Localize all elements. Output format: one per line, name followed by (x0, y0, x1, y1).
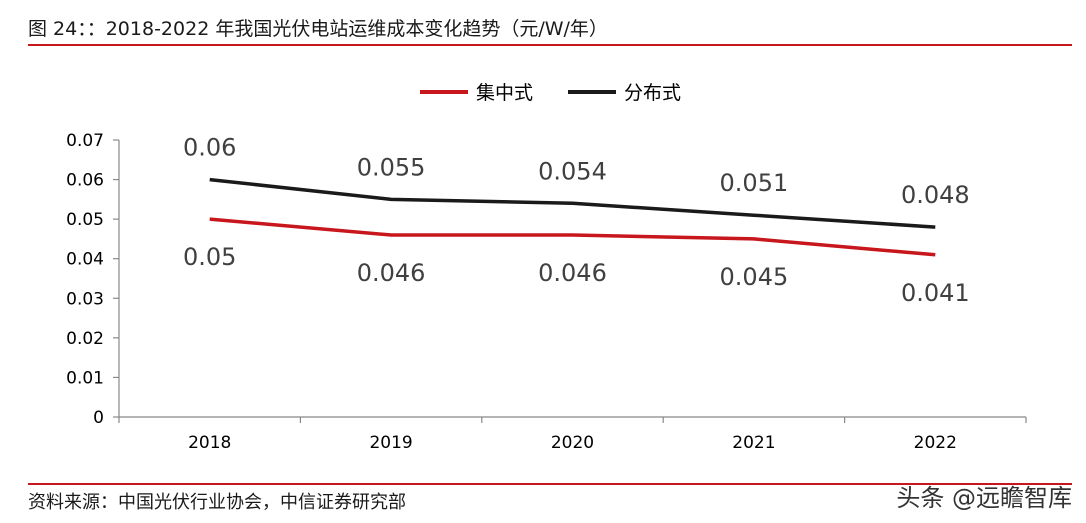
y-tick-label: 0.04 (66, 250, 104, 270)
x-tick-label: 2019 (369, 433, 412, 453)
y-tick-label: 0.06 (66, 171, 104, 191)
chart-data-labels: 0.05 0.046 0.046 0.045 0.041 0.06 0.055 0.054 0.… (183, 134, 970, 307)
y-tick-label: 0.07 (66, 131, 104, 151)
series-distributed-data-label: 0.055 (357, 153, 426, 181)
title-divider (28, 44, 1072, 46)
series-centralized-data-label: 0.05 (183, 243, 236, 271)
series-centralized-data-label: 0.046 (538, 259, 607, 287)
x-tick-label: 2020 (551, 433, 594, 453)
source-note: 资料来源：中国光伏行业协会，中信证券研究部 (28, 492, 406, 513)
series-distributed-data-label: 0.048 (901, 181, 970, 209)
series-distributed-data-label: 0.054 (538, 157, 607, 185)
y-tick-label: 0.01 (66, 368, 104, 388)
series-centralized-data-label: 0.041 (901, 279, 970, 307)
series-centralized-data-label: 0.045 (720, 263, 789, 291)
y-tick-label: 0.03 (66, 289, 104, 309)
source-divider (28, 483, 1072, 485)
figure-title: 图 24：：2018-2022 年我国光伏电站运维成本变化趋势（元/W/年） (28, 18, 608, 40)
legend-label-series-centralized: 集中式 (476, 82, 533, 104)
series-distributed-data-label: 0.06 (183, 134, 236, 162)
chart-legend: 集中式 分布式 (420, 82, 681, 104)
y-tick-label: 0.05 (66, 210, 104, 230)
chart-series (209, 177, 936, 257)
x-tick-label: 2022 (914, 433, 957, 453)
watermark: 头条 @远瞻智库 (896, 484, 1072, 512)
y-tick-label: 0 (93, 408, 104, 428)
y-tick-label: 0.02 (66, 329, 104, 349)
legend-label-series-distributed: 分布式 (624, 82, 681, 104)
series-centralized-data-label: 0.046 (357, 259, 426, 287)
series-distributed-line (209, 177, 936, 229)
x-tick-label: 2021 (732, 433, 775, 453)
chart-axes: 0 0.01 0.02 0.03 0.04 0.05 0.06 0.07 2018 2019 202… (66, 131, 1027, 453)
x-tick-label: 2018 (188, 433, 231, 453)
series-distributed-data-label: 0.051 (720, 169, 789, 197)
series-centralized-line (209, 217, 936, 257)
